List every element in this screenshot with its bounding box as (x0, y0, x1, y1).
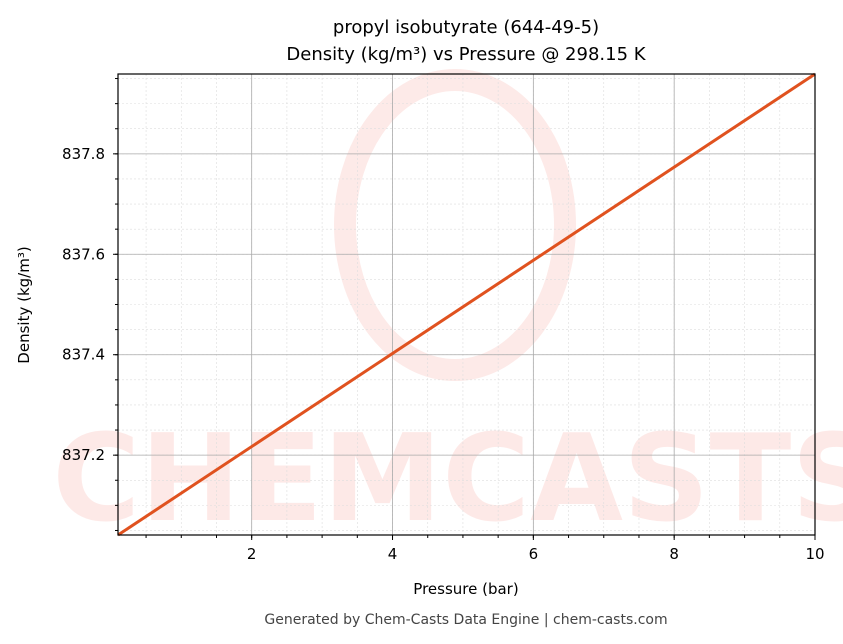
y-tick-label: 837.2 (62, 446, 105, 464)
y-axis-label: Density (kg/m³) (15, 246, 33, 363)
y-tick-label: 837.4 (62, 346, 105, 364)
chart-subtitle: Density (kg/m³) vs Pressure @ 298.15 K (286, 44, 646, 65)
chart-title: propyl isobutyrate (644-49-5) (333, 17, 599, 38)
plot-frame (117, 73, 816, 536)
watermark-text: CHEMCASTS (52, 410, 843, 549)
watermark-logo (334, 69, 576, 381)
x-axis-label: Pressure (bar) (413, 580, 518, 598)
x-tick-label: 6 (529, 545, 539, 563)
watermark: CHEMCASTS (52, 69, 843, 549)
x-tick-label: 10 (805, 545, 824, 563)
y-tick-label: 837.6 (62, 245, 105, 263)
footer-credit: Generated by Chem-Casts Data Engine | ch… (264, 612, 667, 628)
x-tick-label: 8 (669, 545, 679, 563)
y-tick-label: 837.8 (62, 145, 105, 163)
x-tick-label: 2 (247, 545, 257, 563)
density-line (117, 72, 816, 537)
x-tick-label: 4 (388, 545, 398, 563)
